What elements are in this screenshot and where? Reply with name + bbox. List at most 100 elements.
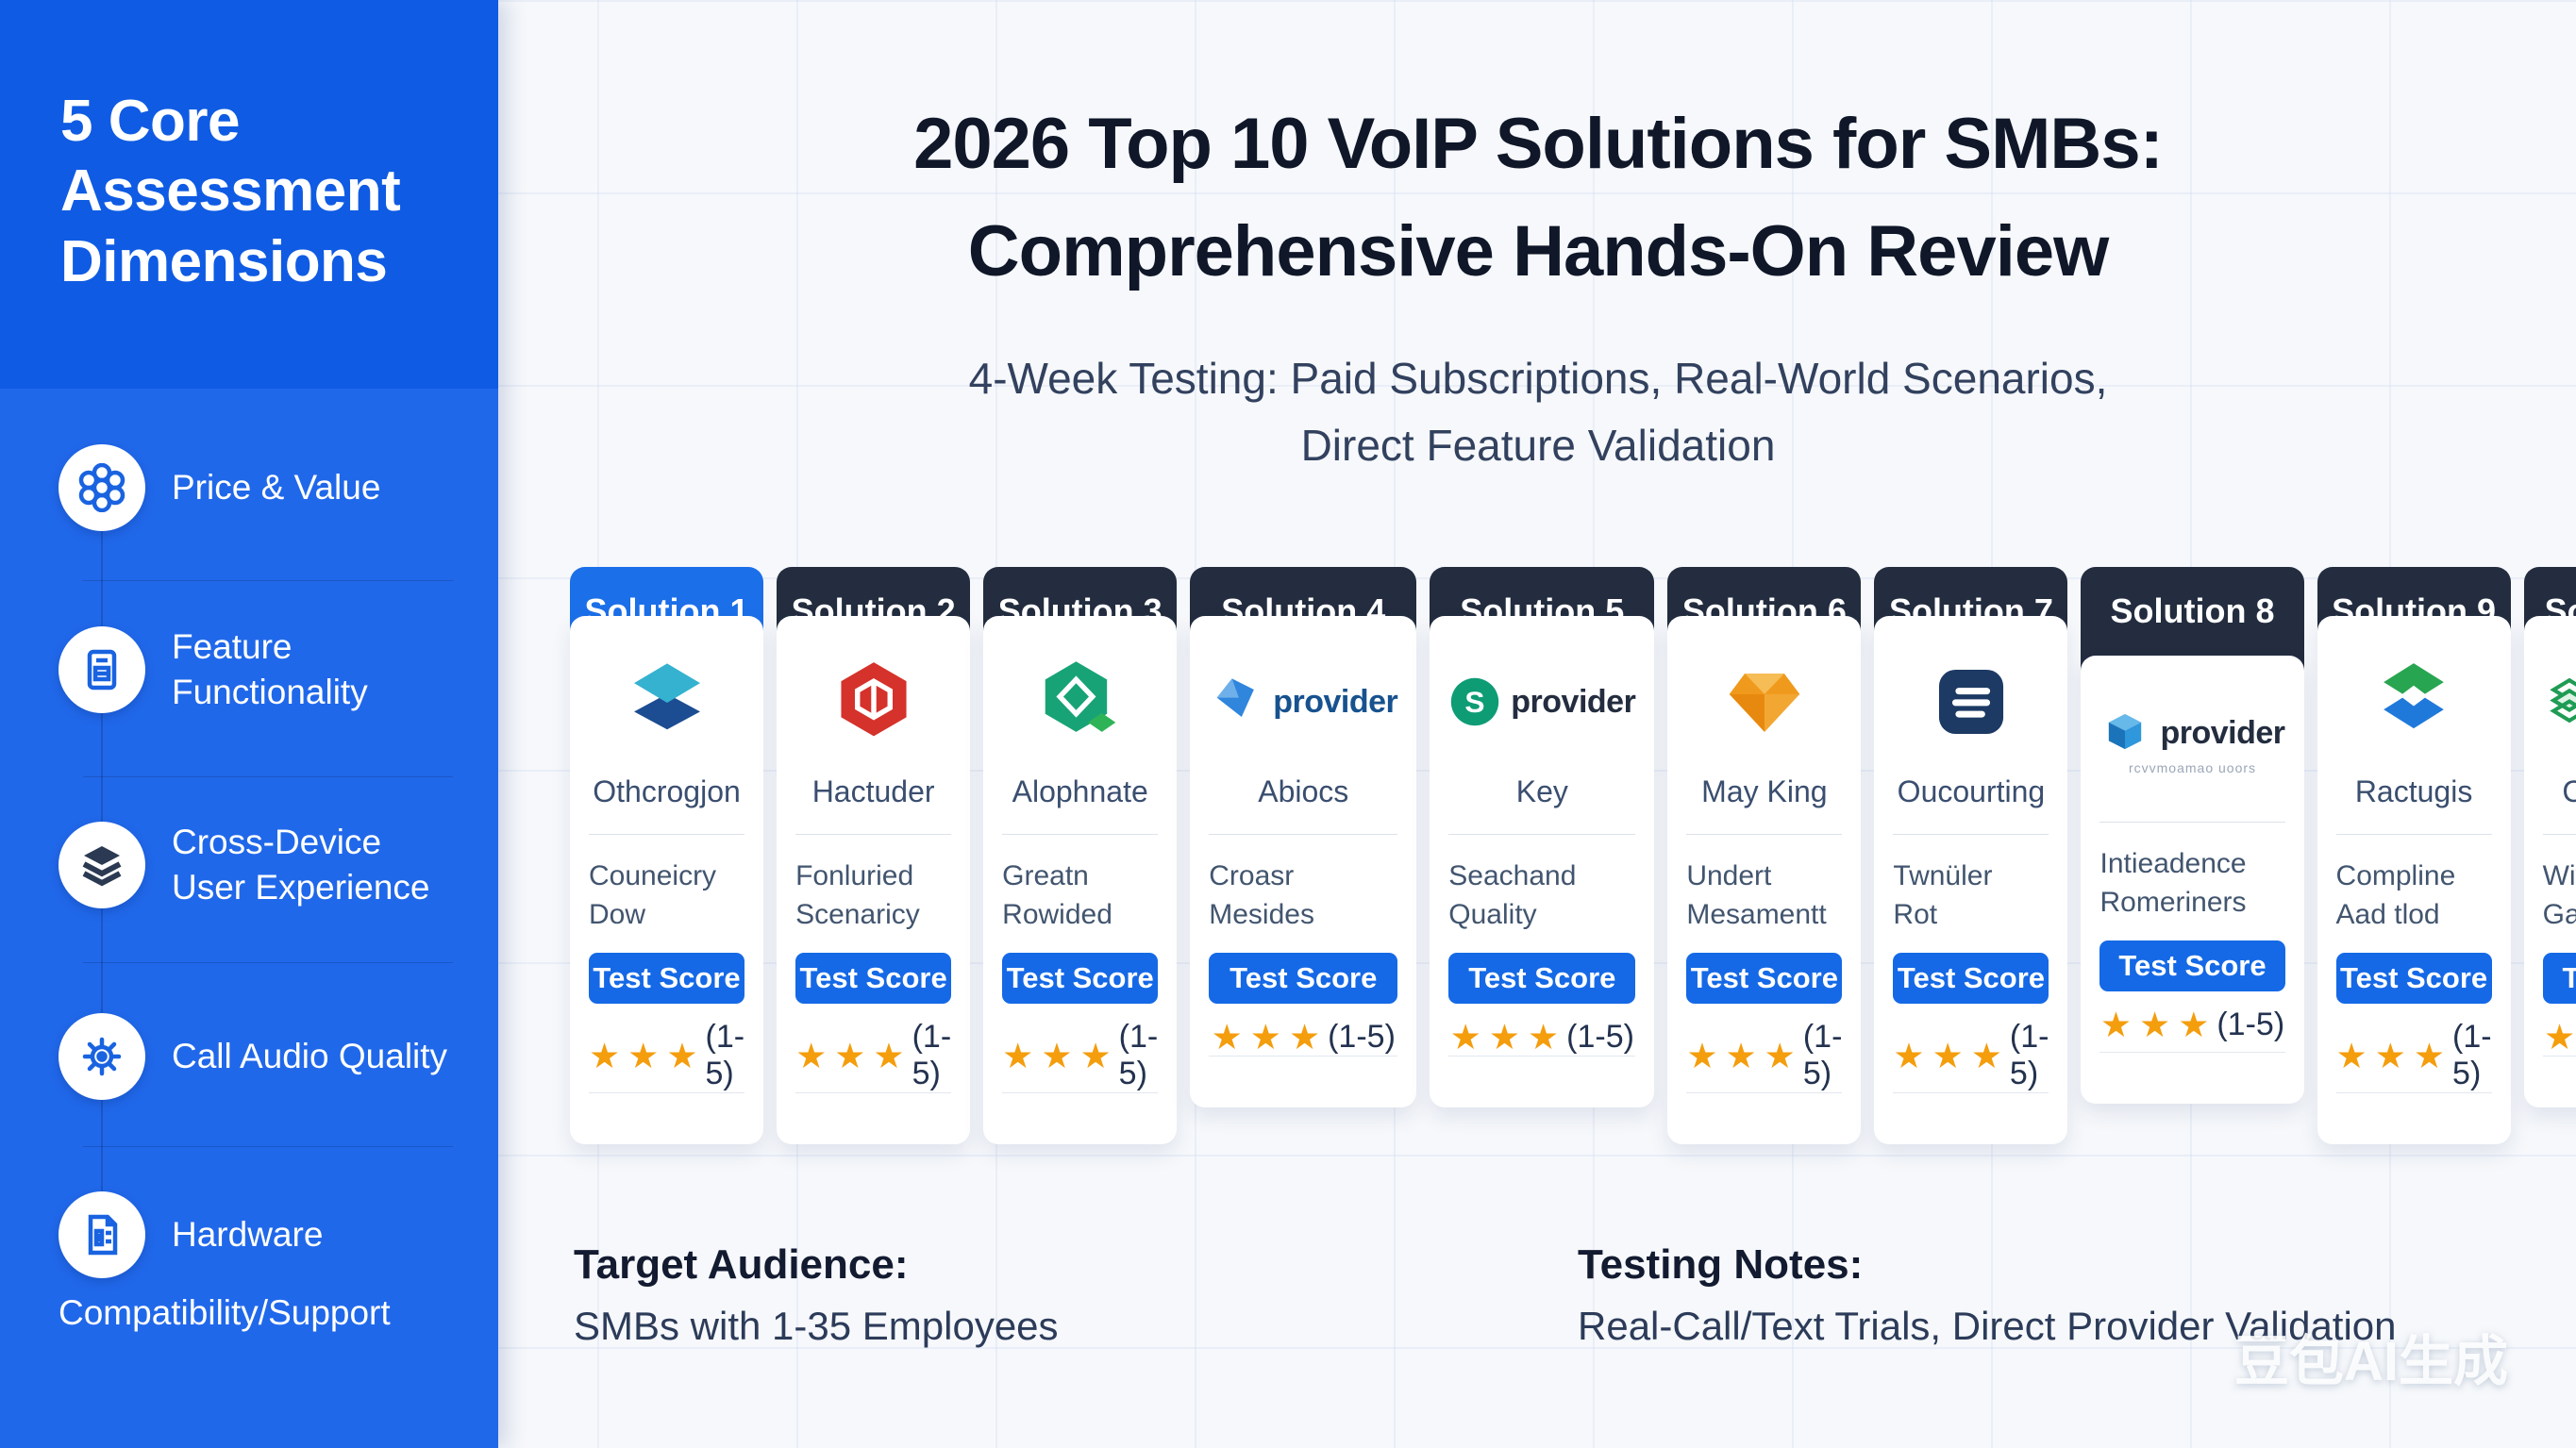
gear-icon [59,1013,145,1100]
green-layer-diamonds-logo-icon [2543,675,2576,728]
sidebar-item-cross-device: Cross-Device User Experience [59,820,464,910]
solution-8-header: Solution 8 [2081,567,2304,671]
star-icon: ★ [1288,1018,1321,1057]
solution-card-9: Solution 9 Ractugis Compline Aad tlod Tes… [2317,567,2511,1144]
provider-name: May King [1701,774,1828,808]
sidebar-item-label-line2: Compatibility/Support [59,1293,391,1332]
rating-scale-label: (1-5) [1118,1019,1159,1091]
divider [2542,834,2576,835]
star-icon: ★ [589,1036,621,1075]
star-icon: ★ [2413,1036,2446,1075]
sidebar-item-price-value: Price & Value [59,444,464,531]
test-score-badge[interactable]: Test Score [1209,953,1398,1004]
hardware-doc-icon [59,1191,145,1278]
star-icon: ★ [627,1036,660,1075]
provider-description: Couneicry Dow [589,860,717,930]
divider [83,776,453,777]
card-footer [1448,1056,1636,1107]
divider [1448,834,1636,835]
star-icon: ★ [1449,1018,1481,1057]
divider [83,962,453,963]
star-rating: ★★★(1-5) [2099,1007,2284,1043]
star-icon: ★ [1764,1036,1796,1075]
sidebar-item-label: Call Audio Quality [172,1036,448,1075]
star-icon: ★ [834,1036,866,1075]
card-footer [589,1092,745,1144]
provider-name: Oucourting [1897,774,2046,808]
layers-icon [59,822,145,909]
red-hexagon-logo-icon [795,646,951,757]
card-footer [2335,1092,2492,1144]
card-footer [1002,1092,1159,1144]
test-score-badge[interactable]: Test Score [2099,940,2285,991]
star-rating: ★★★(1-5) [589,1019,744,1092]
provider-logo-text: provider [2160,714,2285,751]
star-icon: ★ [666,1036,698,1075]
divider [1002,834,1159,835]
provider-logo-text: provider [1511,683,1636,720]
star-rating: ★★★(1-5) [1893,1019,2049,1092]
provider-name: Ractugis [2354,774,2473,808]
star-icon: ★ [1249,1018,1281,1057]
green-hexagon-logo-icon [1002,646,1158,757]
solution-card-3: Solution 3 Alophnate Greatn Rowided Test … [983,567,1178,1144]
star-icon: ★ [1041,1036,1073,1075]
solution-card-6: Solution 6 May King Undert Mesamentt Test… [1667,567,1862,1144]
star-icon: ★ [1079,1036,1112,1075]
test-score-badge[interactable]: Test Score [2335,953,2492,1004]
test-score-badge[interactable]: Test Score [1448,953,1636,1004]
test-score-badge[interactable]: Test Score [1893,953,2049,1004]
divider [1686,834,1843,835]
star-icon: ★ [2374,1036,2406,1075]
provider-description: Intieadence Romeriners [2099,848,2247,918]
provider-description: Twnüler Rot [1893,860,1993,930]
test-score-badge[interactable]: Test Score [795,953,952,1004]
test-score-badge[interactable]: Test Score [1686,953,1843,1004]
orange-gem-logo-icon [1686,646,1842,757]
provider-description: Fonluried Scenaricy [795,860,920,930]
sidebar-item-label: Price & Value [172,467,381,507]
testing-notes-label: Testing Notes: [1578,1241,1864,1288]
provider-name: Key [1515,774,1568,808]
rating-scale-label: (1-5) [1566,1019,1634,1055]
green-blue-diamonds-logo-icon [2336,646,2492,757]
star-rating: ★★★(1-5) [1209,1019,1397,1056]
star-icon: ★ [1211,1018,1243,1057]
solution-card-5: Solution 5 S provider Key S [1430,567,1655,1107]
testing-notes-value: Real-Call/Text Trials, Direct Provider V… [1578,1304,2397,1348]
star-rating: ★★★(1-5) [2336,1019,2492,1092]
star-icon: ★ [795,1036,828,1075]
star-icon: ★ [1527,1018,1560,1057]
provider-description: Compline Aad tlod [2335,860,2456,930]
provider-description: Croasr Mesides [1209,860,1314,930]
divider [1209,834,1398,835]
star-icon: ★ [1970,1036,2002,1075]
test-score-badge[interactable]: Test Score [589,953,745,1004]
provider-name: Othcrogjon [593,774,741,808]
rating-scale-label: (1-5) [2216,1007,2285,1042]
star-icon: ★ [1725,1036,1757,1075]
provider-name: Abiocs [1258,774,1349,808]
solutions-row: Solution 1 Othcrogjon Couneicry Dow Test … [570,567,2576,1144]
sidebar-item-label: Hardware [172,1214,324,1254]
divider [2335,834,2492,835]
divider [589,834,745,835]
stacked-tiles-blue-logo-icon [589,646,744,757]
target-audience-note: Target Audience: SMBs with 1-35 Employee… [574,1241,1059,1349]
test-score-badge[interactable]: Test Score [2542,953,2576,1004]
card-footer [1209,1056,1398,1107]
star-icon: ★ [2178,1006,2210,1044]
rating-scale-label: (1-5) [705,1019,745,1091]
provider-description: WiyGamed [2542,860,2576,930]
star-rating: ★★★(1-5) [795,1019,951,1092]
divider [83,1146,453,1147]
provider-description: Undert Mesamentt [1686,860,1827,930]
rating-scale-label: (1-5) [1328,1019,1396,1055]
green-circle-s-logo-icon: S [1448,675,1501,728]
provider-name: Alophnate [1012,774,1148,808]
testing-notes-note: Testing Notes: Real-Call/Text Trials, Di… [1578,1241,2397,1349]
provider-description: Greatn Rowided [1002,860,1112,930]
star-icon: ★ [1893,1036,1925,1075]
test-score-badge[interactable]: Test Score [1002,953,1159,1004]
